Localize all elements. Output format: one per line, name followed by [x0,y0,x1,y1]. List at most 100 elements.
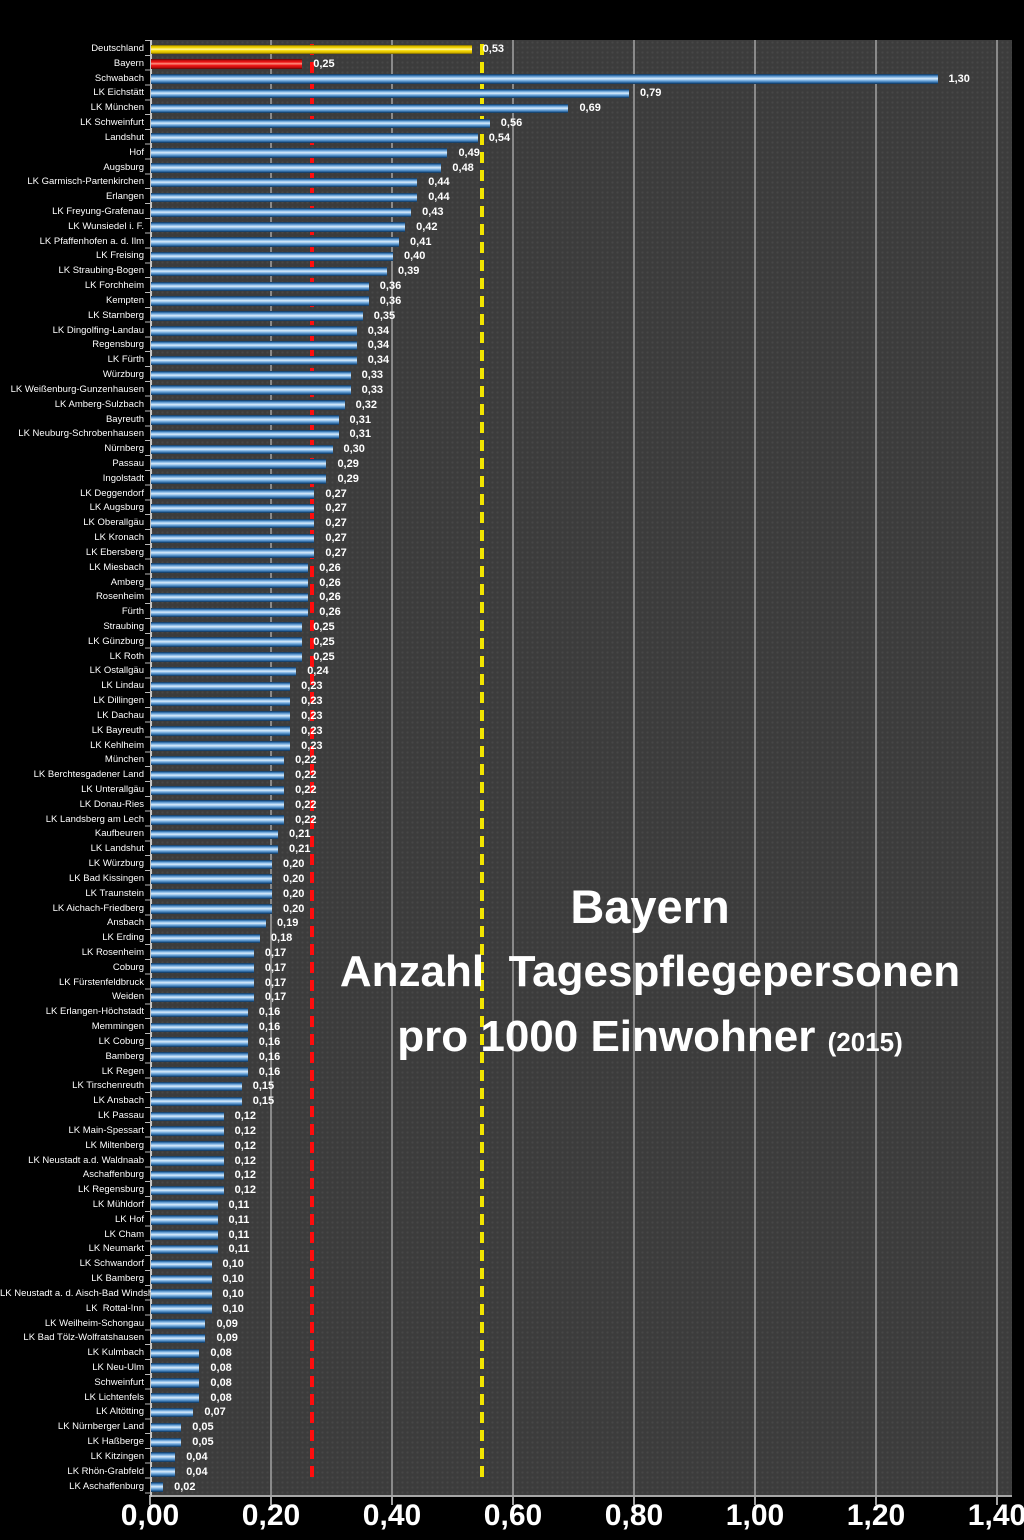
value-label: 0,39 [397,265,420,278]
category-label: LK Regensburg [77,1184,144,1196]
bar-row: LK Kulmbach 0,08 [0,1346,1024,1361]
bar [151,726,291,736]
value-label: 0,20 [283,902,305,915]
value-label: 0,44 [428,176,450,189]
chart-title-line3: pro 1000 Einwohner (2015) [280,1004,1020,1075]
bar [151,622,303,632]
value-label: 0,16 [258,1050,281,1063]
x-axis-tick [754,1495,756,1505]
bar [151,1007,248,1018]
bar-row: Passau 0,29 [0,457,1024,472]
bar-row: LK Lichtenfels 0,08 [0,1391,1024,1406]
bar-row: LK Donau-Ries 0,22 [0,798,1024,813]
category-label: LK Ebersberg [85,546,144,558]
bar-row: Nürnberg 0,30 [0,442,1024,457]
value-label: 0,20 [283,872,305,885]
bar [151,415,339,425]
bar-row: LK Main-Spessart 0,12 [0,1124,1024,1139]
category-label: LK Erding [102,932,144,944]
category-label: LK Neuburg-Schrobenhausen [18,428,144,440]
bar-row: LK Regen 0,16 [0,1065,1024,1080]
bar-row: LK Aschaffenburg 0,02 [0,1480,1024,1495]
gridline [633,40,635,1495]
category-label: LK Neustadt a.d. Waldnaab [28,1154,144,1166]
bar [151,844,279,855]
bar-row: LK Dingolfing-Landau 0,34 [0,324,1024,339]
value-label: 0,25 [313,57,335,70]
bar-row: LK Landshut 0,21 [0,842,1024,857]
bar-row: LK Neustadt a. d. Aisch-Bad Windsheim 0,1… [0,1287,1024,1302]
bar [151,1319,206,1329]
bar [151,607,309,618]
bar-row: LK Traunstein 0,20 [0,887,1024,902]
bar-rows: Deutschland 0,53 Bayern 0,25 Schwabach 1,30 LK… [0,42,1024,1499]
bar-row: LK Bad Tölz-Wolfratshausen 0,09 [0,1331,1024,1346]
value-label: 0,23 [301,695,323,708]
bar [151,785,285,795]
bar [151,1111,224,1122]
value-label: 0,11 [228,1198,250,1211]
bar [151,1422,182,1433]
x-axis-label: 1,20 [846,1499,906,1532]
category-label: Rosenheim [95,591,144,603]
value-label: 0,69 [579,102,601,115]
value-label: 0,17 [264,947,287,960]
chart-title-line1: Bayern [570,880,730,933]
category-label: LK Dingolfing-Landau [52,324,144,336]
category-axis-ticks [145,40,150,1497]
bar [151,1393,200,1403]
value-label: 0,10 [222,1287,244,1300]
bar-row: Ingolstadt 0,29 [0,472,1024,487]
category-label: LK Aichach-Friedberg [52,902,144,914]
bar [151,741,291,751]
gridline [512,40,514,1495]
bar [151,44,472,54]
bar-row: LK Passau 0,12 [0,1109,1024,1124]
value-label: 0,31 [349,413,371,426]
bar [151,222,406,232]
bar [151,829,279,840]
value-label: 0,08 [210,1347,232,1360]
bar [151,696,291,707]
bar-row: Weiden 0,17 [0,990,1024,1005]
bar [151,1407,194,1418]
bar [151,770,285,781]
value-label: 0,33 [361,383,384,396]
value-label: 0,22 [295,769,317,782]
category-label: Bamberg [105,1050,144,1062]
bar [151,1081,242,1092]
bar-row: LK Neuburg-Schrobenhausen 0,31 [0,427,1024,442]
value-label: 0,25 [313,635,335,648]
category-label: Regensburg [92,339,144,351]
category-label: LK München [90,102,144,114]
bar [151,578,309,588]
bar [151,400,345,410]
category-label: LK Kitzingen [90,1450,144,1462]
bar [151,88,629,99]
bar-row: LK Schwandorf 0,10 [0,1257,1024,1272]
bar-row: LK Neustadt a.d. Waldnaab 0,12 [0,1154,1024,1169]
bar [151,311,363,321]
x-axis-label: 0,00 [120,1499,180,1532]
bar [151,251,393,262]
bar [151,1452,176,1462]
category-label: LK Haßberge [87,1436,144,1448]
bar-row: LK Erlangen-Höchstadt 0,16 [0,1005,1024,1020]
bar-row: LK Altötting 0,07 [0,1405,1024,1420]
x-axis-tick [633,1495,635,1505]
bar-row: LK Coburg 0,16 [0,1035,1024,1050]
bar-row: LK Aichach-Friedberg 0,20 [0,902,1024,917]
bar [151,1037,248,1047]
value-label: 0,42 [416,220,438,233]
value-label: 0,17 [264,991,287,1004]
bar [151,1304,212,1314]
bar [151,933,260,944]
bar-row: LK Freyung-Grafenau 0,43 [0,205,1024,220]
bar-row: Fürth 0,26 [0,605,1024,620]
bar [151,385,351,395]
bar-row: LK Regensburg 0,12 [0,1183,1024,1198]
value-label: 0,27 [325,546,347,559]
value-label: 0,11 [228,1213,250,1226]
bar [151,1467,176,1477]
value-label: 0,22 [295,813,317,826]
